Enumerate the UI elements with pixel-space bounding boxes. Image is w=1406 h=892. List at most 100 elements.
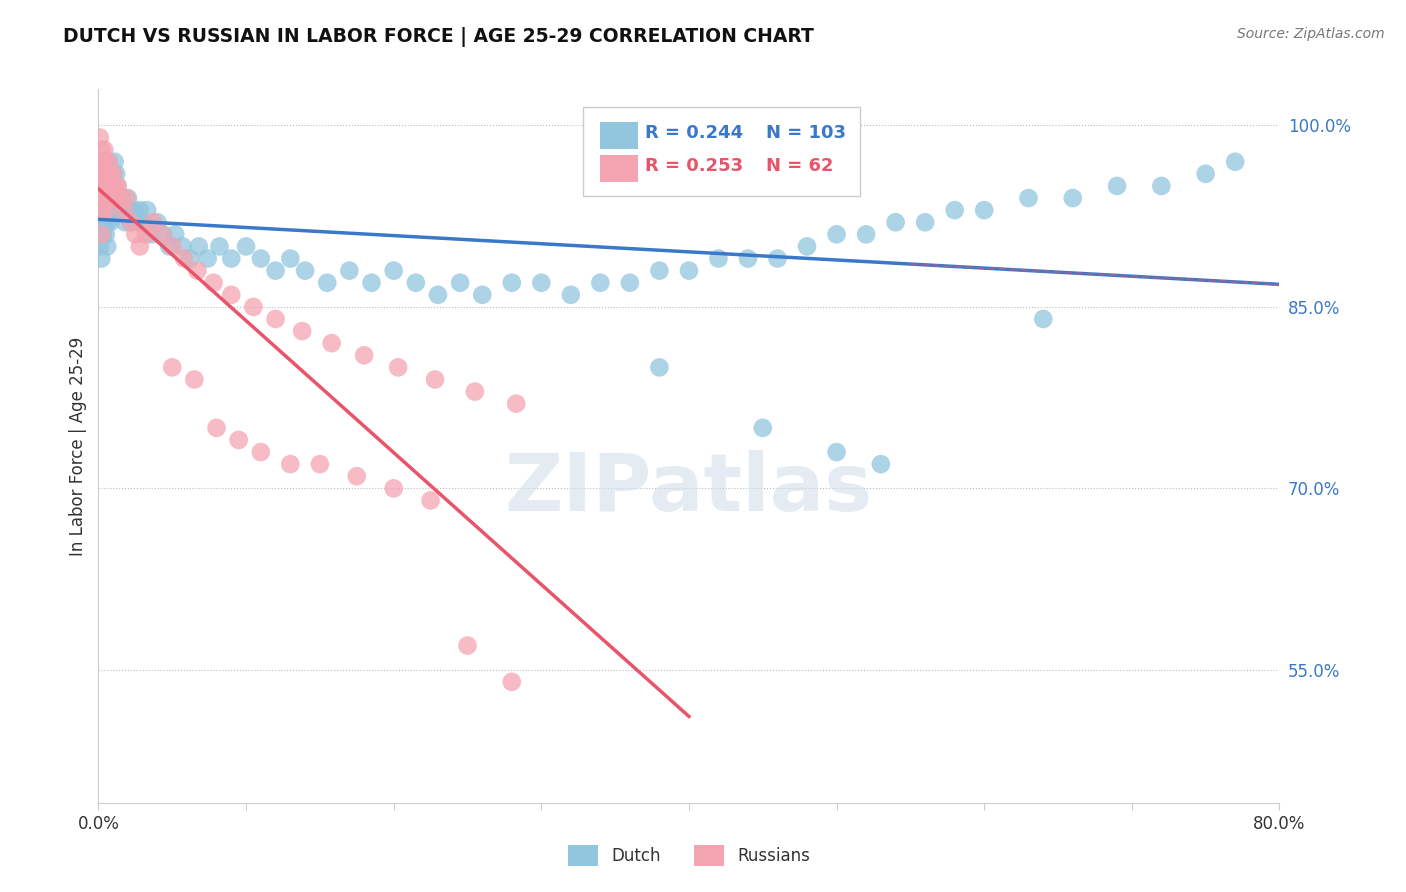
Point [382,263,405,277]
Point [405,276,427,290]
Point [89,154,111,169]
Y-axis label: In Labor Force | Age 25-29: In Labor Force | Age 25-29 [69,336,87,556]
Point [1225,154,1247,169]
Text: R = 0.244: R = 0.244 [645,125,744,143]
Point [93,191,115,205]
Point [339,263,361,277]
Point [766,252,789,266]
Point [146,215,169,229]
Point [105,167,128,181]
Point [197,252,219,266]
Point [91,203,114,218]
Point [221,288,243,302]
Point [103,191,125,205]
Point [105,191,128,205]
Point [104,178,127,193]
Point [94,178,117,193]
Point [150,227,173,242]
Point [321,336,343,351]
Point [464,384,486,399]
Point [419,493,441,508]
Point [423,372,446,386]
Point [96,215,118,229]
Point [157,239,180,253]
Point [96,191,118,205]
Point [112,203,135,218]
Point [89,154,111,169]
Point [316,276,339,290]
Text: DUTCH VS RUSSIAN IN LABOR FORCE | AGE 25-29 CORRELATION CHART: DUTCH VS RUSSIAN IN LABOR FORCE | AGE 25… [63,27,814,46]
Point [208,239,231,253]
Point [98,191,121,205]
Point [128,239,150,253]
Point [94,203,117,218]
Point [91,227,114,242]
Point [118,203,141,218]
Point [530,276,553,290]
Point [360,276,382,290]
Point [100,178,122,193]
Point [242,300,264,314]
Point [1107,178,1129,193]
Point [89,130,111,145]
Point [796,239,818,253]
Point [90,167,112,181]
Point [90,191,112,205]
Point [264,312,287,326]
Point [97,154,120,169]
Legend: Dutch, Russians: Dutch, Russians [568,846,810,866]
Point [97,154,120,169]
Point [90,167,112,181]
Point [94,203,117,218]
Point [107,203,129,218]
Point [387,360,409,375]
Point [107,178,129,193]
Point [100,178,122,193]
Point [187,239,209,253]
Point [1195,167,1218,181]
Point [825,445,848,459]
Point [678,263,700,277]
Point [90,252,112,266]
Point [619,276,641,290]
Point [111,191,134,205]
Point [501,674,523,689]
Point [294,263,316,277]
Point [1032,312,1054,326]
Point [104,178,127,193]
Point [108,191,131,205]
Point [165,227,187,242]
Point [97,178,120,193]
Point [98,191,121,205]
Point [449,276,471,290]
Point [128,203,150,218]
Point [124,227,146,242]
Point [205,421,228,435]
Point [280,457,302,471]
Point [186,263,208,277]
Point [136,203,159,218]
Point [96,191,118,205]
Point [100,203,122,218]
Point [122,203,145,218]
Point [648,263,671,277]
Point [309,457,332,471]
Point [589,276,612,290]
Point [89,191,111,205]
Point [471,288,494,302]
Point [135,227,157,242]
Point [90,227,112,242]
Point [943,203,966,218]
Point [98,215,121,229]
Point [914,215,936,229]
Point [90,191,112,205]
Point [280,252,302,266]
Point [346,469,368,483]
Point [91,154,114,169]
Point [91,203,114,218]
Point [105,191,128,205]
Point [112,203,135,218]
FancyBboxPatch shape [600,122,638,149]
Point [93,215,115,229]
Point [114,215,136,229]
